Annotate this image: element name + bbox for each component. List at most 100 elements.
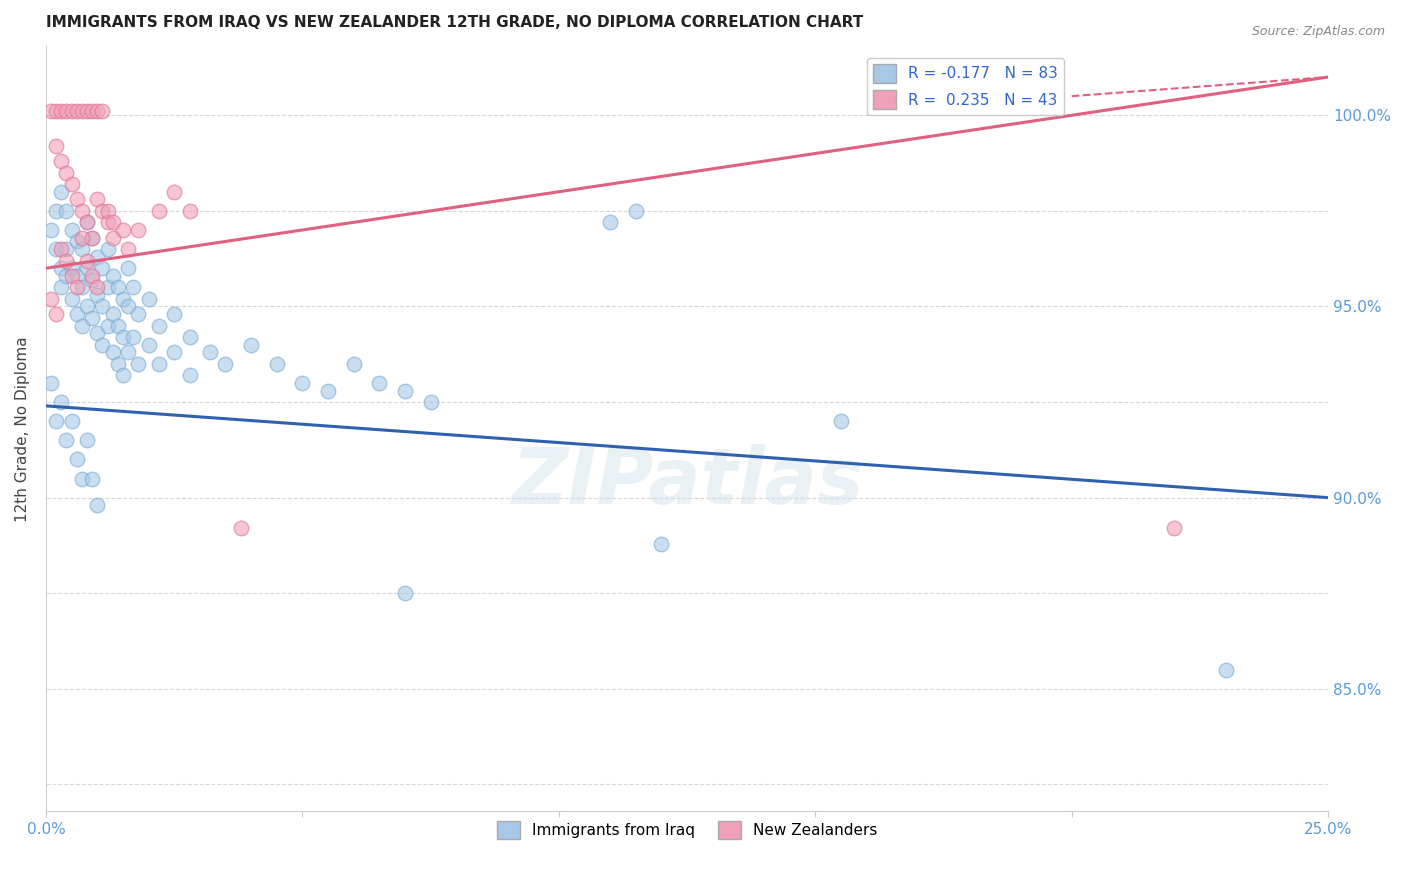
Point	[55, 104, 77, 119]
Point	[96, 280, 118, 294]
Point	[60, 268, 83, 283]
Point	[86, 104, 108, 119]
Point	[1215, 663, 1237, 677]
Point	[91, 300, 114, 314]
Point	[86, 288, 108, 302]
Point	[66, 235, 89, 249]
Point	[122, 280, 145, 294]
Point	[45, 414, 67, 428]
Point	[624, 203, 647, 218]
Point	[76, 300, 98, 314]
Point	[343, 357, 366, 371]
Legend: Immigrants from Iraq, New Zealanders: Immigrants from Iraq, New Zealanders	[491, 814, 883, 846]
Point	[86, 326, 108, 341]
Point	[70, 230, 93, 244]
Point	[55, 268, 77, 283]
Point	[214, 357, 236, 371]
Point	[122, 330, 145, 344]
Point	[117, 242, 139, 256]
Point	[419, 395, 441, 409]
Point	[101, 307, 124, 321]
Point	[55, 203, 77, 218]
Point	[70, 242, 93, 256]
Point	[82, 273, 104, 287]
Point	[138, 337, 160, 351]
Point	[91, 261, 114, 276]
Point	[86, 280, 108, 294]
Point	[1163, 521, 1185, 535]
Point	[55, 434, 77, 448]
Point	[163, 185, 186, 199]
Point	[82, 310, 104, 325]
Point	[163, 345, 186, 359]
Point	[316, 384, 339, 398]
Point	[70, 104, 93, 119]
Point	[60, 223, 83, 237]
Point	[599, 215, 621, 229]
Text: IMMIGRANTS FROM IRAQ VS NEW ZEALANDER 12TH GRADE, NO DIPLOMA CORRELATION CHART: IMMIGRANTS FROM IRAQ VS NEW ZEALANDER 12…	[46, 15, 863, 30]
Point	[39, 104, 62, 119]
Point	[76, 253, 98, 268]
Point	[39, 223, 62, 237]
Point	[291, 376, 314, 390]
Point	[60, 292, 83, 306]
Point	[51, 242, 73, 256]
Point	[66, 193, 89, 207]
Point	[148, 318, 170, 333]
Point	[66, 268, 89, 283]
Point	[148, 357, 170, 371]
Point	[51, 104, 73, 119]
Text: Source: ZipAtlas.com: Source: ZipAtlas.com	[1251, 25, 1385, 38]
Point	[101, 268, 124, 283]
Point	[45, 242, 67, 256]
Point	[45, 203, 67, 218]
Point	[117, 300, 139, 314]
Point	[51, 395, 73, 409]
Point	[91, 337, 114, 351]
Point	[117, 345, 139, 359]
Point	[229, 521, 252, 535]
Point	[82, 230, 104, 244]
Y-axis label: 12th Grade, No Diploma: 12th Grade, No Diploma	[15, 336, 30, 522]
Point	[82, 471, 104, 485]
Point	[650, 536, 672, 550]
Point	[45, 307, 67, 321]
Point	[86, 193, 108, 207]
Point	[82, 230, 104, 244]
Point	[111, 223, 134, 237]
Point	[198, 345, 221, 359]
Point	[394, 384, 416, 398]
Point	[368, 376, 391, 390]
Point	[66, 307, 89, 321]
Point	[127, 357, 149, 371]
Point	[96, 215, 118, 229]
Point	[76, 104, 98, 119]
Point	[117, 261, 139, 276]
Point	[111, 330, 134, 344]
Point	[179, 368, 201, 383]
Point	[70, 203, 93, 218]
Point	[91, 203, 114, 218]
Point	[51, 154, 73, 169]
Point	[70, 318, 93, 333]
Point	[70, 471, 93, 485]
Point	[179, 203, 201, 218]
Point	[76, 434, 98, 448]
Point	[240, 337, 263, 351]
Point	[45, 104, 67, 119]
Point	[39, 376, 62, 390]
Point	[127, 307, 149, 321]
Point	[60, 414, 83, 428]
Point	[82, 104, 104, 119]
Point	[39, 292, 62, 306]
Point	[111, 292, 134, 306]
Point	[111, 368, 134, 383]
Point	[101, 215, 124, 229]
Point	[76, 215, 98, 229]
Point	[82, 268, 104, 283]
Point	[107, 357, 129, 371]
Point	[76, 215, 98, 229]
Point	[55, 242, 77, 256]
Text: ZIPatlas: ZIPatlas	[510, 444, 863, 520]
Point	[96, 242, 118, 256]
